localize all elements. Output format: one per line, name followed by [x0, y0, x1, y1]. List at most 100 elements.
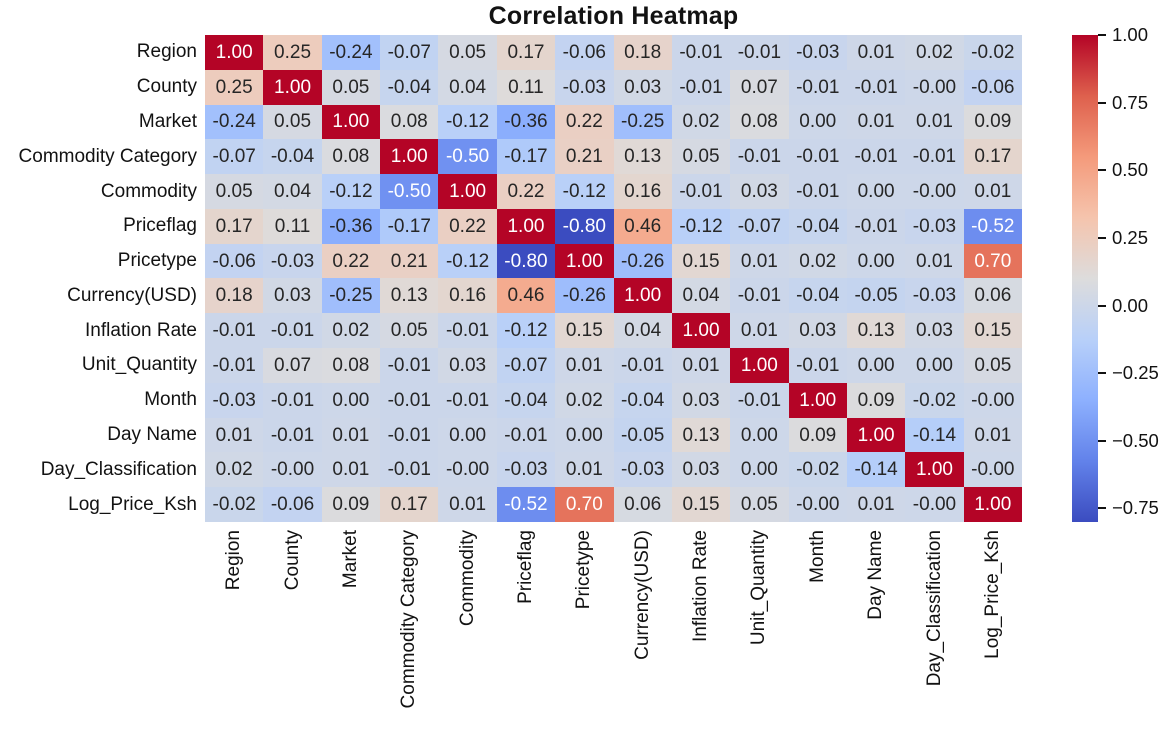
- heatmap-cell: 0.02: [321, 313, 381, 349]
- heatmap-cell: 0.01: [905, 104, 964, 140]
- heatmap-cell: -0.01: [438, 313, 497, 349]
- heatmap-cell: 0.01: [730, 313, 789, 349]
- heatmap-cell: 0.01: [963, 417, 1022, 453]
- x-axis-labels: Region County Market Commodity Category Comm…: [205, 530, 1022, 726]
- heatmap-cell: 0.17: [380, 487, 439, 522]
- heatmap-cell: 0.05: [438, 35, 497, 70]
- x-axis-label-slot: Commodity Category: [380, 530, 438, 726]
- heatmap-cell: -0.07: [730, 208, 789, 244]
- heatmap-cell: -0.12: [555, 174, 614, 209]
- heatmap-cell: -0.04: [788, 208, 847, 244]
- heatmap-cell: 0.02: [205, 452, 264, 488]
- heatmap-cell: -0.03: [205, 382, 264, 418]
- heatmap-cell: 1.00: [671, 313, 731, 349]
- heatmap-grid: 1.00 0.25 -0.24 -0.07 0.05 0.17 -0.06 0.18 -0.01…: [205, 35, 1022, 522]
- heatmap-cell: -0.01: [788, 69, 847, 105]
- heatmap-cell: -0.03: [555, 69, 614, 105]
- heatmap-cell: 1.00: [730, 348, 789, 383]
- heatmap-cell: -0.01: [788, 139, 847, 175]
- heatmap-cell: 0.05: [321, 69, 381, 105]
- heatmap-cell: -0.24: [205, 104, 264, 140]
- heatmap-cell: 0.21: [380, 243, 439, 279]
- heatmap-cell: 0.15: [671, 487, 731, 522]
- x-axis-label-slot: Month: [789, 530, 847, 726]
- heatmap-cell: -0.00: [788, 487, 847, 522]
- heatmap-cell: 0.03: [671, 452, 731, 488]
- heatmap-cell: 0.01: [905, 243, 964, 279]
- colorbar-tick: [1098, 101, 1106, 104]
- heatmap-cell: -0.02: [788, 452, 847, 488]
- heatmap-cell: 0.00: [438, 417, 497, 453]
- heatmap-cell: 0.00: [730, 452, 789, 488]
- y-axis-label: Unit_Quantity: [81, 354, 197, 376]
- heatmap-cell: -0.05: [613, 417, 672, 453]
- heatmap-cell: -0.00: [963, 382, 1022, 418]
- colorbar-tick: [1098, 507, 1106, 510]
- heatmap-cell: -0.01: [496, 417, 556, 453]
- colorbar-tick-label: 0.25: [1112, 226, 1149, 248]
- heatmap-cell: -0.01: [788, 174, 847, 209]
- heatmap-cell: 0.01: [963, 174, 1022, 209]
- heatmap-cell: 1.00: [555, 243, 614, 279]
- x-axis-label-slot: Pricetype: [555, 530, 613, 726]
- heatmap-cell: -0.01: [438, 382, 497, 418]
- heatmap-cell: 0.13: [613, 139, 672, 175]
- heatmap-cell: -0.01: [905, 139, 964, 175]
- heatmap-cell: 0.03: [905, 313, 964, 349]
- heatmap-cell: -0.01: [671, 69, 731, 105]
- y-axis-labels: Region County Market Commodity Category Comm…: [0, 35, 197, 522]
- heatmap-cell: -0.01: [380, 348, 439, 383]
- heatmap-cell: 1.00: [380, 139, 439, 175]
- heatmap-cell: 0.22: [555, 104, 614, 140]
- heatmap-cell: -0.01: [671, 35, 731, 70]
- heatmap-cell: -0.03: [613, 452, 672, 488]
- heatmap-cell: 0.01: [321, 417, 381, 453]
- heatmap-cell: -0.01: [263, 382, 322, 418]
- heatmap-cell: 0.25: [205, 69, 264, 105]
- heatmap-cell: -0.25: [613, 104, 672, 140]
- heatmap-cell: -0.01: [380, 382, 439, 418]
- colorbar-tick-label: −0.25: [1112, 362, 1159, 384]
- colorbar-tick: [1098, 34, 1106, 36]
- heatmap-cell: 0.00: [321, 382, 381, 418]
- heatmap-cell: -0.00: [905, 174, 964, 209]
- heatmap-cell: 0.22: [496, 174, 556, 209]
- y-axis-label: Day_Classification: [40, 458, 197, 480]
- heatmap-cell: 0.01: [846, 35, 906, 70]
- heatmap-cell: 0.00: [846, 348, 906, 383]
- heatmap-cell: -0.05: [846, 278, 906, 314]
- heatmap-cell: -0.03: [905, 208, 964, 244]
- heatmap-cell: 0.04: [671, 278, 731, 314]
- heatmap-cell: 0.18: [205, 278, 264, 314]
- colorbar-tick: [1098, 372, 1106, 375]
- y-axis-label: Region: [136, 41, 197, 63]
- heatmap-cell: 0.22: [438, 208, 497, 244]
- heatmap-cell: -0.07: [205, 139, 264, 175]
- x-axis-label: Market: [339, 530, 361, 589]
- x-axis-label-slot: Currency(USD): [614, 530, 672, 726]
- heatmap-cell: 0.03: [438, 348, 497, 383]
- heatmap-cell: -0.01: [730, 278, 789, 314]
- heatmap-cell: -0.04: [496, 382, 556, 418]
- heatmap-cell: 0.09: [963, 104, 1022, 140]
- heatmap-cell: -0.17: [380, 208, 439, 244]
- heatmap-cell: 0.02: [555, 382, 614, 418]
- x-axis-label-slot: Market: [322, 530, 380, 726]
- colorbar-tick: [1098, 169, 1106, 172]
- heatmap-cell: -0.26: [555, 278, 614, 314]
- heatmap-cell: 0.21: [555, 139, 614, 175]
- colorbar-tick-label: 0.50: [1112, 159, 1149, 181]
- x-axis-label: Day Name: [865, 530, 887, 620]
- y-axis-label: Pricetype: [117, 250, 197, 272]
- heatmap-cell: 0.13: [380, 278, 439, 314]
- heatmap-cell: -0.03: [496, 452, 556, 488]
- heatmap-cell: -0.52: [496, 487, 556, 522]
- heatmap-cell: -0.06: [205, 243, 264, 279]
- x-axis-label-slot: Priceflag: [497, 530, 555, 726]
- heatmap-cell: 0.11: [263, 208, 322, 244]
- heatmap-cell: -0.12: [438, 243, 497, 279]
- heatmap-cell: -0.24: [321, 35, 381, 70]
- heatmap-cell: 0.13: [846, 313, 906, 349]
- x-axis-label: Day_Classification: [923, 530, 945, 687]
